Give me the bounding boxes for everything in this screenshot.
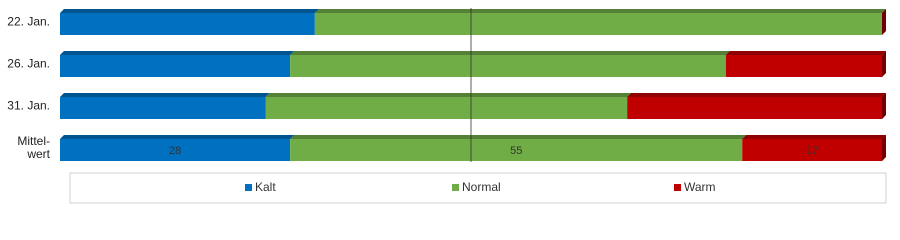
bar-top: [60, 9, 319, 13]
bar-front: [265, 97, 628, 119]
y-tick-label: Mittel-wert: [17, 134, 50, 161]
data-label: 17: [806, 145, 818, 157]
bar-top-shade: [290, 135, 747, 139]
bar-front: [60, 13, 315, 35]
bar-segment: [627, 93, 886, 119]
bar-segment: [742, 135, 886, 161]
bar-front: [742, 139, 882, 161]
bar-front: [60, 139, 291, 161]
bar-top-shade: [60, 135, 295, 139]
bar-segment: [725, 51, 886, 77]
legend-swatch: [674, 184, 681, 191]
legend-label: Kalt: [255, 180, 276, 194]
bar-top-shade: [60, 9, 319, 13]
bar-top: [742, 135, 886, 139]
bar-top: [60, 93, 270, 97]
bar-top-shade: [60, 51, 295, 55]
bar-segment: [60, 51, 295, 77]
bar-segment: [60, 9, 319, 35]
bar-side: [882, 93, 886, 119]
bar-segment: [314, 9, 886, 35]
bar-top: [314, 9, 886, 13]
bar-top-shade: [725, 51, 886, 55]
bar-side-shade: [882, 9, 886, 35]
bar-side-shade: [882, 51, 886, 77]
bar-front: [627, 97, 882, 119]
bar-front: [314, 13, 882, 35]
legend-box: [69, 172, 887, 204]
bar-top-shade: [60, 93, 270, 97]
data-label: 28: [169, 145, 181, 157]
legend-label: Warm: [684, 180, 716, 194]
bar-top: [725, 51, 886, 55]
bar-top: [60, 135, 295, 139]
bar-top: [290, 51, 730, 55]
bar-top: [60, 51, 295, 55]
bar-top-shade: [290, 51, 730, 55]
y-tick-label: 22. Jan.: [7, 14, 50, 29]
bar-side: [882, 135, 886, 161]
y-tick-label: 31. Jan.: [7, 98, 50, 113]
bar-side-shade: [882, 135, 886, 161]
bar-side: [882, 51, 886, 77]
data-label: 55: [510, 145, 522, 157]
bar-side-shade: [882, 93, 886, 119]
bar-segment: [265, 93, 632, 119]
bar-front: [60, 55, 291, 77]
bar-top-shade: [627, 93, 886, 97]
bar-side: [882, 9, 886, 35]
legend-swatch: [452, 184, 459, 191]
legend-label: Normal: [462, 180, 501, 194]
bar-top-shade: [265, 93, 632, 97]
bar-segment: [882, 9, 886, 35]
bar-top: [290, 135, 747, 139]
chart: 28 55 17 Kalt Normal Warm 22. Jan. 26. Jan. 31.…: [7, 8, 887, 204]
plot: 28 55 17 Kalt Normal Warm: [60, 8, 887, 204]
bar-front: [290, 139, 743, 161]
bar-top-shade: [742, 135, 886, 139]
bar-front: [290, 55, 726, 77]
bar-segment: [290, 51, 730, 77]
bar-segment: [60, 93, 270, 119]
bar-front: [725, 55, 882, 77]
y-tick-label: 26. Jan.: [7, 56, 50, 71]
bar-top: [265, 93, 632, 97]
bar-segment: [290, 135, 747, 161]
bar-top-shade: [314, 9, 886, 13]
legend-swatch: [245, 184, 252, 191]
bar-segment: [60, 135, 295, 161]
bar-top: [627, 93, 886, 97]
bar-front: [60, 97, 266, 119]
